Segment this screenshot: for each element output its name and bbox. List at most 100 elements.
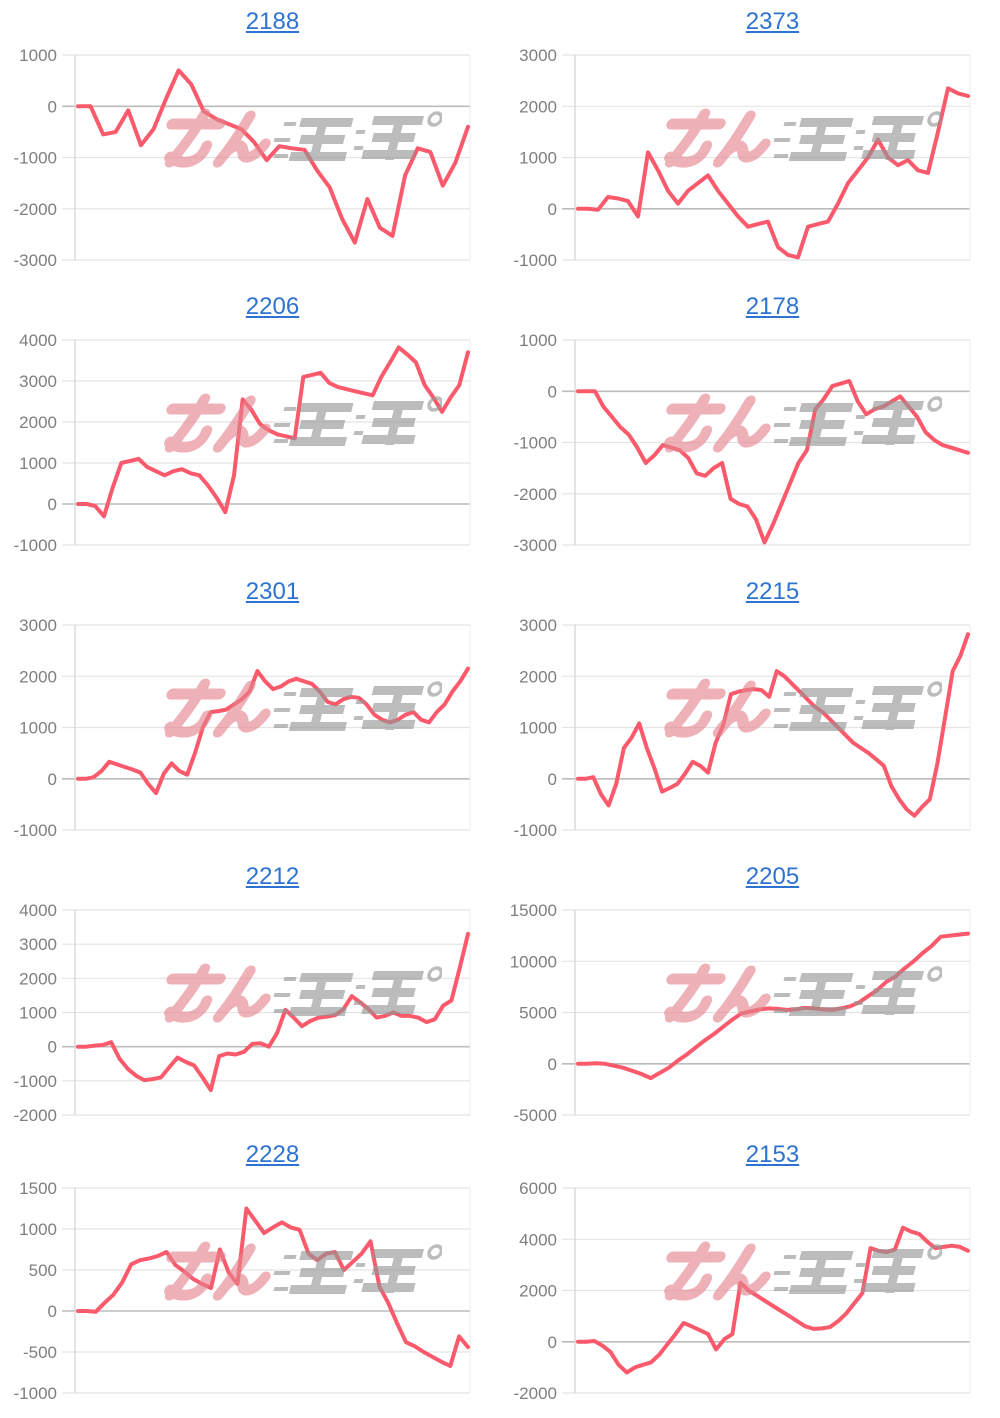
y-tick-label: 0: [548, 1055, 557, 1074]
chart-plot-area: 1000 0 -1000 -2000 -3000: [0, 42, 500, 283]
y-tick-label: -1000: [14, 536, 57, 555]
y-tick-label: 6000: [519, 1179, 557, 1198]
y-tick-label: 2000: [19, 413, 57, 432]
y-tick-label: 4000: [19, 901, 57, 920]
y-tick-label: 0: [548, 1333, 557, 1352]
y-tick-label: 1000: [519, 719, 557, 738]
y-tick-label: 3000: [19, 372, 57, 391]
stock-code-link[interactable]: 2206: [245, 293, 300, 320]
price-line: [576, 86, 970, 260]
y-tick-label: 2000: [519, 97, 557, 116]
stock-code-link[interactable]: 2212: [245, 863, 300, 890]
y-tick-label: 2000: [519, 667, 557, 686]
y-tick-label: 1000: [519, 149, 557, 168]
chart-plot-area: 1000 0 -1000 -2000 -3000: [500, 327, 1000, 568]
stock-chart-cell: 2178 1000 0 -1000 -2000 -3000: [500, 285, 1000, 570]
chart-title-row: 2228: [75, 1142, 470, 1168]
chart-title-row: 2178: [575, 294, 970, 320]
stock-code-link[interactable]: 2228: [245, 1141, 300, 1168]
line-chart-svg: 4000 3000 2000 1000 0 -1000 -2000: [14, 901, 471, 1125]
chart-plot-area: 1500 1000 500 0 -500 -1000: [0, 1175, 500, 1416]
y-tick-label: 2000: [19, 667, 57, 686]
stock-code-link[interactable]: 2301: [245, 578, 300, 605]
stock-chart-cell: 2188 1000 0 -1000 -2000 -3000: [0, 0, 500, 285]
chart-plot-area: 3000 2000 1000 0 -1000: [500, 612, 1000, 853]
y-tick-label: 0: [48, 1302, 57, 1321]
stock-chart-cell: 2215 3000 2000 1000 0 -1000: [500, 570, 1000, 855]
chart-title-row: 2205: [575, 864, 970, 890]
chart-plot-area: 4000 3000 2000 1000 0 -1000: [0, 327, 500, 568]
stock-code-link[interactable]: 2178: [745, 293, 800, 320]
stock-code-link[interactable]: 2215: [745, 578, 800, 605]
chart-plot-area: 15000 10000 5000 0 -5000: [500, 897, 1000, 1133]
line-chart-svg: 1000 0 -1000 -2000 -3000: [514, 331, 971, 555]
y-tick-label: 1000: [19, 719, 57, 738]
chart-title-row: 2301: [75, 579, 470, 605]
stock-code-link[interactable]: 2188: [245, 8, 300, 35]
price-line: [576, 379, 970, 545]
y-tick-label: 3000: [519, 616, 557, 635]
y-tick-label: -2000: [14, 200, 57, 219]
stock-chart-cell: 2212 4000 3000 2000 1000 0 -1000 -2000: [0, 855, 500, 1133]
y-tick-label: -1000: [14, 1384, 57, 1403]
line-chart-svg: 15000 10000 5000 0 -5000: [510, 901, 971, 1125]
chart-plot-area: 4000 3000 2000 1000 0 -1000 -2000: [0, 897, 500, 1133]
stock-code-link[interactable]: 2205: [745, 863, 800, 890]
chart-plot-area: 6000 4000 2000 0 -2000: [500, 1175, 1000, 1416]
chart-title-row: 2188: [75, 9, 470, 35]
y-tick-label: 0: [48, 770, 57, 789]
y-tick-label: 0: [548, 200, 557, 219]
y-tick-label: -1000: [514, 821, 557, 840]
stock-chart-cell: 2228 1500 1000 500 0 -500 -1000: [0, 1133, 500, 1418]
stock-chart-cell: 2373 3000 2000 1000 0 -1000: [500, 0, 1000, 285]
y-tick-label: 3000: [19, 616, 57, 635]
y-tick-label: 1000: [519, 331, 557, 350]
line-chart-svg: 1500 1000 500 0 -500 -1000: [14, 1179, 471, 1403]
y-tick-label: 1500: [19, 1179, 57, 1198]
price-line: [76, 1206, 470, 1368]
y-tick-label: 3000: [19, 935, 57, 954]
y-tick-label: -1000: [14, 821, 57, 840]
y-tick-label: 2000: [19, 969, 57, 988]
chart-title-row: 2373: [575, 9, 970, 35]
chart-title-row: 2215: [575, 579, 970, 605]
stock-chart-cell: 2301 3000 2000 1000 0 -1000: [0, 570, 500, 855]
y-tick-label: 10000: [510, 952, 557, 971]
chart-title-row: 2212: [75, 864, 470, 890]
y-tick-label: 3000: [519, 46, 557, 65]
price-line: [576, 632, 970, 818]
y-tick-label: -2000: [514, 1384, 557, 1403]
y-tick-label: 0: [48, 1038, 57, 1057]
y-tick-label: -5000: [514, 1106, 557, 1125]
y-tick-label: 0: [548, 770, 557, 789]
stock-chart-cell: 2205 15000 10000 5000 0 -5000: [500, 855, 1000, 1133]
line-chart-svg: 6000 4000 2000 0 -2000: [514, 1179, 971, 1403]
y-tick-label: -1000: [14, 149, 57, 168]
y-tick-label: -500: [23, 1343, 57, 1362]
y-tick-label: 1000: [19, 1004, 57, 1023]
y-tick-label: -2000: [14, 1106, 57, 1125]
y-tick-label: 1000: [19, 1220, 57, 1239]
chart-title-row: 2206: [75, 294, 470, 320]
price-line: [76, 666, 470, 796]
stock-chart-cell: 2206 4000 3000 2000 1000 0 -1000: [0, 285, 500, 570]
y-tick-label: 2000: [519, 1282, 557, 1301]
stock-code-link[interactable]: 2153: [745, 1141, 800, 1168]
y-tick-label: 5000: [519, 1004, 557, 1023]
y-tick-label: -3000: [14, 251, 57, 270]
price-line: [576, 1225, 970, 1375]
line-chart-svg: 1000 0 -1000 -2000 -3000: [14, 46, 471, 270]
line-chart-svg: 3000 2000 1000 0 -1000: [514, 46, 971, 270]
chart-plot-area: 3000 2000 1000 0 -1000: [500, 42, 1000, 283]
y-tick-label: 0: [48, 97, 57, 116]
line-chart-svg: 3000 2000 1000 0 -1000: [514, 616, 971, 840]
y-tick-label: 1000: [19, 454, 57, 473]
y-tick-label: -2000: [514, 485, 557, 504]
price-line: [76, 68, 470, 245]
stock-code-link[interactable]: 2373: [745, 8, 800, 35]
y-tick-label: 15000: [510, 901, 557, 920]
y-tick-label: 4000: [19, 331, 57, 350]
y-tick-label: 4000: [519, 1230, 557, 1249]
y-tick-label: -1000: [14, 1072, 57, 1091]
